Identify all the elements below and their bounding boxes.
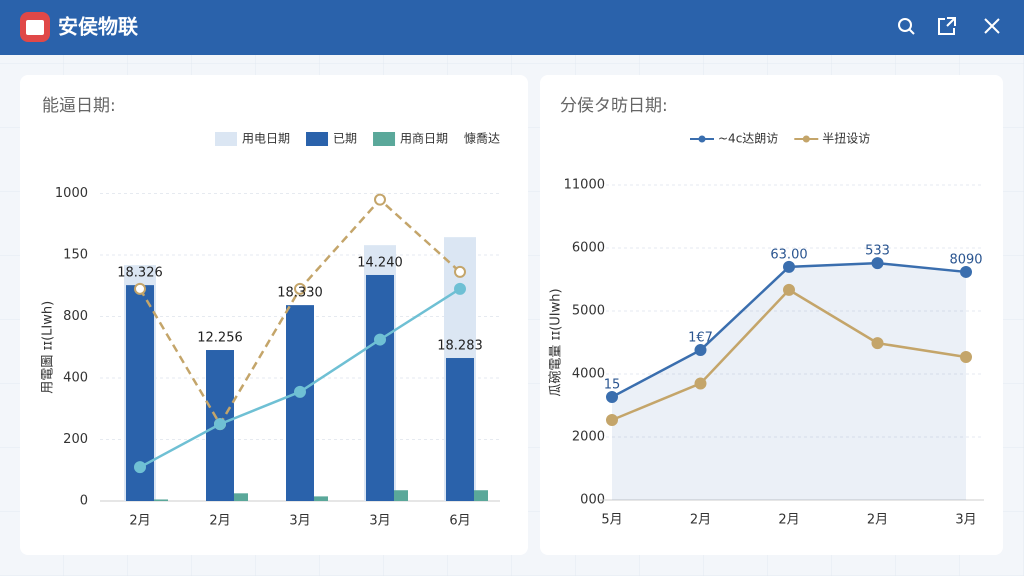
point [960, 265, 972, 278]
point [294, 385, 306, 398]
bar [314, 496, 328, 501]
y-tick-label: 150 [63, 248, 88, 263]
bar [394, 490, 408, 501]
point [606, 390, 618, 403]
point [454, 282, 466, 295]
annotation: 533 [865, 244, 890, 259]
annotation: 18.283 [437, 339, 483, 354]
y-tick-label: 5000 [572, 304, 605, 319]
bar [286, 305, 314, 501]
annotation: 18.330 [277, 286, 323, 301]
point [134, 461, 146, 474]
title-bar [0, 0, 1024, 55]
legend-dot [698, 135, 706, 143]
y-tick-label: 6000 [572, 241, 605, 256]
y-tick-label: 800 [63, 309, 88, 324]
x-tick-label: 2月 [867, 513, 888, 528]
legend-label: 已期 [333, 132, 357, 146]
y-tick-label: 2000 [572, 430, 605, 445]
y-tick-label: 1000 [55, 186, 88, 201]
y-tick-label: 200 [63, 432, 88, 447]
annotation: 15 [604, 377, 621, 392]
point [374, 193, 386, 206]
x-tick-label: 5月 [601, 513, 622, 528]
annotation: 18.326 [117, 266, 163, 281]
legend-dot [802, 135, 810, 143]
point [783, 283, 795, 296]
point [214, 418, 226, 431]
legend-label: 半扭设访 [822, 132, 870, 146]
point [871, 337, 884, 350]
point [960, 350, 972, 363]
y-tick-label: 000 [580, 493, 605, 508]
legend-swatch [306, 132, 329, 146]
annotation: 63.00 [770, 247, 807, 262]
point [871, 257, 884, 270]
y-tick-label: 11000 [564, 178, 605, 193]
point [374, 333, 386, 346]
app-title: 安侯物联 [58, 15, 138, 39]
point [294, 282, 306, 295]
annotation: 8090 [949, 252, 982, 267]
close-button[interactable] [984, 18, 1000, 34]
x-tick-label: 2月 [690, 513, 711, 528]
y-axis-label: 用電圖 ɪɪ(LIwh) [41, 301, 56, 394]
legend-label: 用商日期 [400, 131, 448, 146]
bar [154, 499, 168, 501]
x-tick-label: 3月 [289, 514, 310, 529]
legend-label: ~4c达朗访 [718, 132, 778, 146]
window-controls [898, 17, 1000, 35]
x-tick-label: 2月 [778, 513, 799, 528]
point [783, 260, 795, 273]
point [454, 265, 466, 278]
annotation: 14.240 [357, 255, 403, 270]
search-button[interactable] [898, 18, 915, 35]
area [612, 263, 966, 500]
bar [446, 358, 474, 501]
legend-label: 用电日期 [242, 132, 290, 146]
app-logo-inner [26, 20, 44, 35]
chart-title: 分侯タ昉日期: [560, 96, 668, 116]
annotation: 1€7 [688, 331, 713, 346]
legend-label: 慷喬达 [464, 131, 500, 146]
point [694, 377, 707, 390]
legend-swatch [215, 132, 237, 146]
y-tick-label: 400 [63, 371, 88, 386]
right-panel [540, 75, 1003, 555]
legend-swatch [373, 132, 396, 146]
x-tick-label: 2月 [129, 514, 150, 529]
bar [474, 490, 488, 501]
export-button[interactable] [938, 17, 956, 35]
annotation: 12.256 [197, 331, 243, 346]
point [606, 413, 618, 426]
y-tick-label: 0 [80, 494, 88, 509]
point [134, 282, 146, 295]
point [694, 344, 707, 357]
chart-title: 能逼日期: [42, 96, 116, 116]
y-axis-label: 瓜碗電量 ɪɪ(UIwh) [548, 288, 564, 396]
x-tick-label: 6月 [449, 514, 470, 529]
bar [366, 274, 394, 501]
x-tick-label: 2月 [209, 514, 230, 529]
bar [234, 493, 248, 501]
x-tick-label: 3月 [369, 514, 390, 529]
x-tick-label: 3月 [955, 513, 976, 528]
y-tick-label: 4000 [572, 367, 605, 382]
